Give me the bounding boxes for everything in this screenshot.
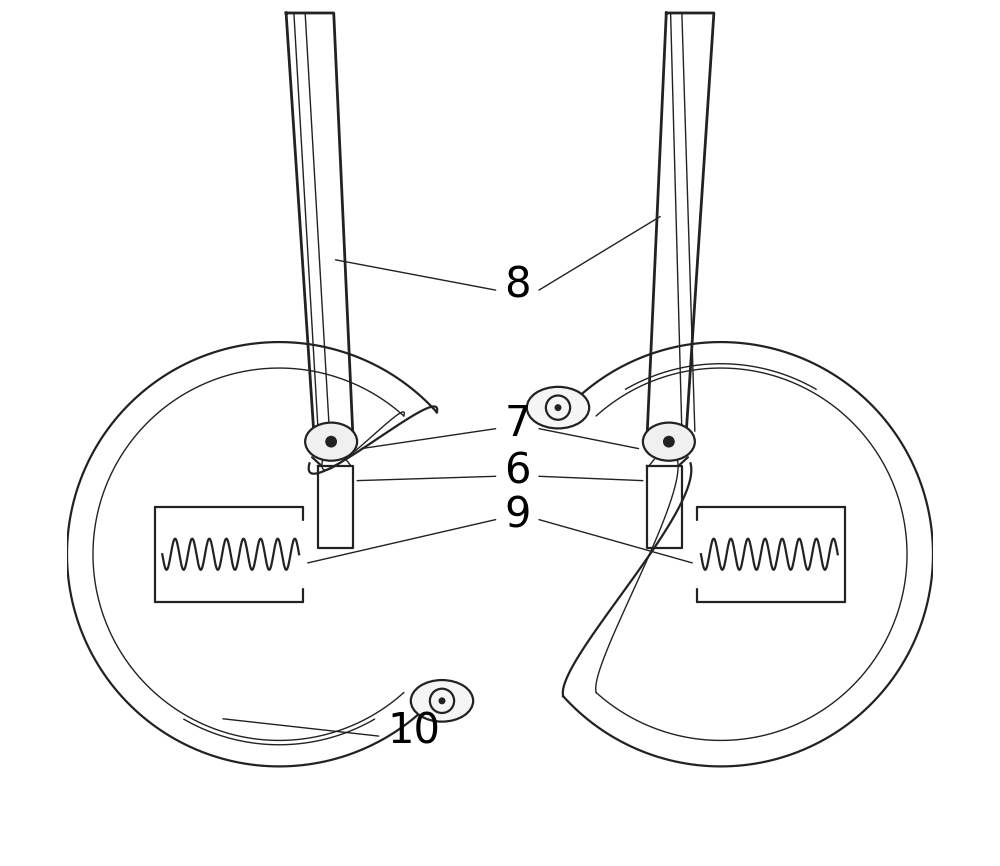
Circle shape [326, 436, 336, 447]
Text: 6: 6 [504, 451, 531, 493]
Ellipse shape [527, 387, 589, 429]
Text: 8: 8 [504, 265, 531, 307]
Text: 10: 10 [387, 711, 440, 753]
Text: 9: 9 [504, 494, 531, 536]
Ellipse shape [305, 423, 357, 461]
Ellipse shape [643, 423, 695, 461]
Ellipse shape [411, 680, 473, 721]
Text: 7: 7 [504, 404, 531, 445]
Circle shape [664, 436, 674, 447]
Circle shape [555, 404, 561, 411]
Circle shape [439, 697, 445, 704]
